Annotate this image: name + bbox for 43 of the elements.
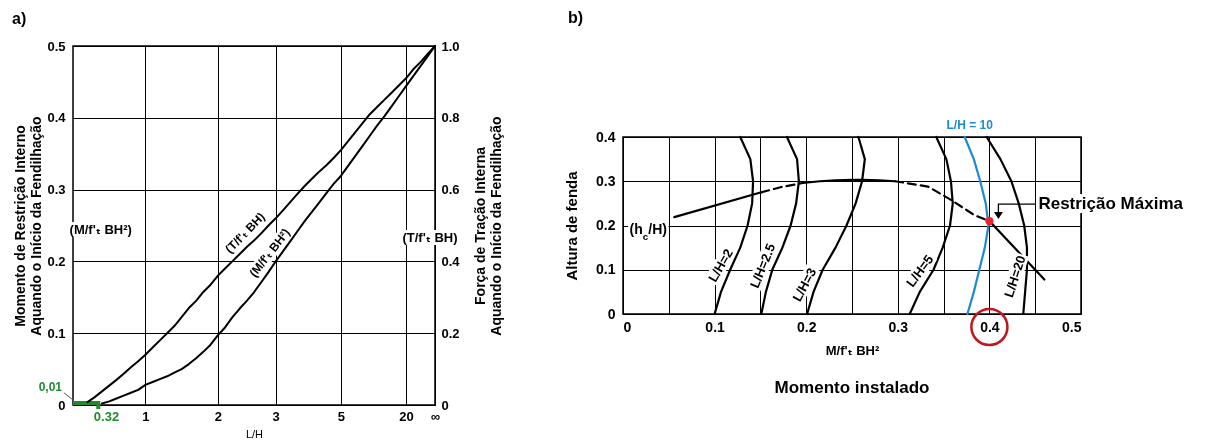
text: Momento instalado — [774, 378, 930, 397]
series-label: L/H = 10 — [946, 118, 994, 132]
x-axis-title: L/H — [245, 427, 264, 440]
series-label: (h$_{c}$/H) — [629, 221, 667, 242]
y2-tick-label: 0.4 — [441, 253, 461, 269]
y2-tick-label: 1.0 — [441, 38, 460, 54]
y2-tick-label: 0 — [441, 397, 449, 413]
x-tick-label: 2 — [214, 408, 222, 424]
y-tick-label: 0.3 — [47, 182, 66, 198]
chart-title: a) — [12, 10, 27, 27]
y2-axis-title: Força de Tração Interna Aquando o Início da Fendilhação — [471, 116, 504, 336]
x-tick-label: 20 — [399, 408, 414, 424]
annotation: (M/f'ₜ BH²) — [69, 222, 132, 237]
y-tick-label: 0.2 — [47, 253, 66, 269]
y-tick-label: 0.1 — [596, 261, 616, 278]
y-tick-label: 0.4 — [596, 128, 616, 145]
x-tick-label: 0.2 — [796, 318, 817, 335]
y-tick-label: 0 — [607, 305, 616, 322]
x-tick-label: ∞ — [430, 408, 441, 424]
y-tick-label: 0.4 — [47, 110, 67, 126]
x-tick-label: 1 — [142, 408, 150, 424]
chart-title: b) — [568, 9, 584, 26]
y-tick-label: 0.2 — [596, 217, 616, 233]
x-tick-label: 0 — [623, 318, 632, 335]
text: 0.32 — [93, 409, 120, 424]
y-axis-title: Momento de Restrição Interno Aquando o Início da Fendilhação — [12, 116, 45, 336]
y2-tick-label: 0.6 — [441, 182, 460, 198]
y-tick-label: 0 — [58, 397, 66, 413]
y2-tick-label: 0.8 — [441, 110, 460, 126]
x-tick-label: 3 — [272, 408, 280, 424]
y-tick-label: 0.5 — [47, 38, 66, 54]
x-tick-label: 5 — [337, 408, 345, 424]
annotation: (T/f'ₜ BH) — [402, 230, 458, 245]
x-tick-label: 0.1 — [705, 318, 726, 335]
x-tick-label: 0.3 — [888, 318, 909, 335]
text: 0,01 — [38, 380, 63, 394]
y-axis-title: Altura de fenda — [563, 170, 581, 281]
x-tick-label: 0.4 — [980, 318, 1000, 335]
x-tick-label: 0.5 — [1062, 318, 1082, 335]
x-axis-title: M/f'ₜ BH² — [825, 342, 880, 358]
text: L/H=20 — [1001, 253, 1029, 300]
annotation: Restrição Máxima — [1038, 194, 1184, 214]
y-tick-label: 0.3 — [596, 172, 616, 189]
